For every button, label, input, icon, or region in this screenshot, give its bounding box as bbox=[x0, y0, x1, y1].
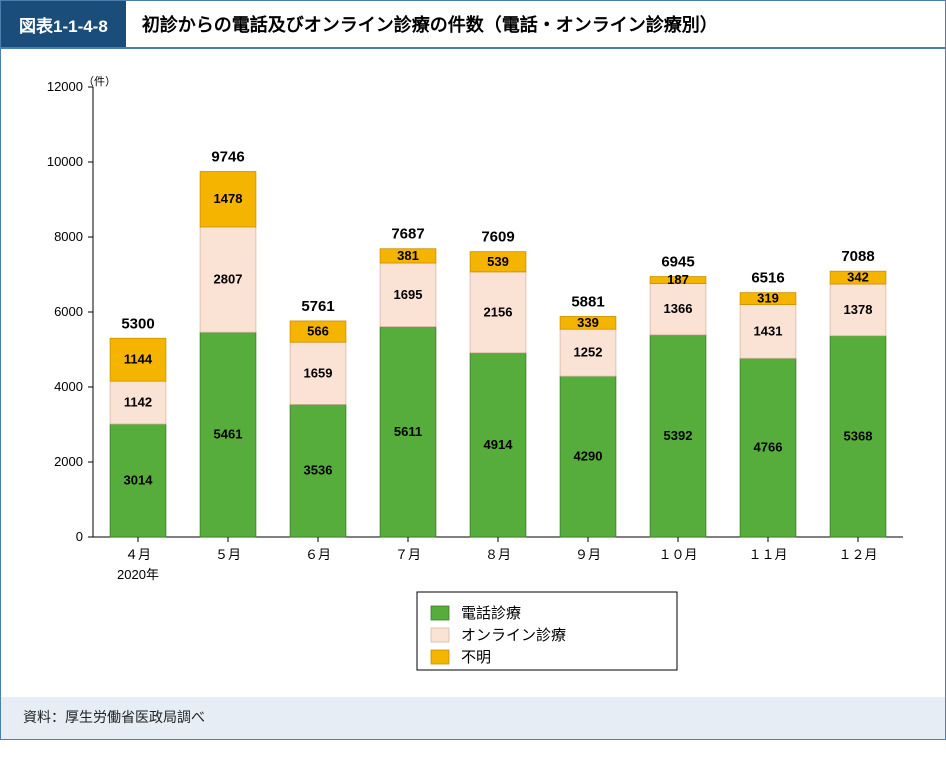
chart-area: 0 2000 4000 6000 8000 10000 12000（件） 3014 1142 11… bbox=[1, 49, 945, 697]
svg-text:1252: 1252 bbox=[574, 345, 603, 360]
svg-text:2807: 2807 bbox=[214, 272, 243, 287]
svg-text:1142: 1142 bbox=[124, 395, 152, 410]
svg-text:1695: 1695 bbox=[394, 287, 423, 302]
svg-text:（件）: （件） bbox=[83, 75, 116, 88]
svg-text:８月: ８月 bbox=[485, 547, 511, 562]
svg-text:566: 566 bbox=[307, 324, 329, 339]
svg-text:９月: ９月 bbox=[575, 547, 601, 562]
svg-text:4000: 4000 bbox=[54, 379, 83, 394]
svg-text:12000: 12000 bbox=[47, 79, 83, 94]
svg-text:381: 381 bbox=[397, 248, 419, 263]
figure-title: 初診からの電話及びオンライン診療の件数（電話・オンライン診療別） bbox=[126, 1, 945, 47]
svg-text:3536: 3536 bbox=[304, 463, 333, 478]
stacked-bar-chart: 0 2000 4000 6000 8000 10000 12000（件） 3014 1142 11… bbox=[23, 67, 923, 687]
svg-text:電話診療: 電話診療 bbox=[461, 605, 521, 622]
figure-container: 図表1-1-4-8 初診からの電話及びオンライン診療の件数（電話・オンライン診療… bbox=[0, 0, 946, 740]
svg-text:7088: 7088 bbox=[841, 248, 874, 265]
svg-text:10000: 10000 bbox=[47, 154, 83, 169]
svg-text:2156: 2156 bbox=[484, 304, 513, 319]
svg-text:１０月: １０月 bbox=[658, 547, 697, 562]
svg-text:不明: 不明 bbox=[461, 649, 491, 666]
svg-text:3014: 3014 bbox=[124, 472, 154, 487]
svg-text:5368: 5368 bbox=[844, 428, 873, 443]
svg-text:7687: 7687 bbox=[391, 226, 424, 243]
svg-text:7609: 7609 bbox=[481, 229, 514, 246]
svg-text:1366: 1366 bbox=[664, 301, 693, 316]
svg-text:オンライン診療: オンライン診療 bbox=[461, 627, 566, 644]
svg-text:5611: 5611 bbox=[394, 424, 422, 439]
svg-text:4290: 4290 bbox=[574, 449, 603, 464]
svg-text:187: 187 bbox=[667, 272, 689, 287]
svg-text:319: 319 bbox=[757, 291, 779, 306]
svg-text:5300: 5300 bbox=[121, 315, 154, 332]
svg-text:539: 539 bbox=[487, 254, 509, 269]
svg-text:5881: 5881 bbox=[571, 293, 604, 310]
svg-text:339: 339 bbox=[577, 315, 599, 330]
svg-text:1478: 1478 bbox=[214, 191, 243, 206]
svg-text:342: 342 bbox=[847, 270, 869, 285]
svg-text:5392: 5392 bbox=[664, 428, 693, 443]
svg-text:9746: 9746 bbox=[211, 149, 244, 166]
svg-text:2020年: 2020年 bbox=[117, 567, 159, 582]
svg-text:６月: ６月 bbox=[305, 547, 331, 562]
svg-text:6945: 6945 bbox=[661, 254, 694, 271]
svg-text:1659: 1659 bbox=[304, 365, 333, 380]
svg-text:4914: 4914 bbox=[484, 437, 514, 452]
svg-text:１１月: １１月 bbox=[748, 547, 787, 562]
figure-number-badge: 図表1-1-4-8 bbox=[1, 1, 126, 47]
svg-text:5461: 5461 bbox=[214, 427, 243, 442]
svg-text:5761: 5761 bbox=[301, 298, 334, 315]
svg-text:1144: 1144 bbox=[124, 352, 153, 367]
svg-text:6516: 6516 bbox=[751, 270, 784, 287]
svg-text:４月: ４月 bbox=[125, 547, 151, 562]
figure-source: 資料：厚生労働省医政局調べ bbox=[1, 697, 945, 739]
svg-text:2000: 2000 bbox=[54, 454, 83, 469]
svg-text:4766: 4766 bbox=[754, 440, 783, 455]
svg-text:6000: 6000 bbox=[54, 304, 83, 319]
svg-text:５月: ５月 bbox=[215, 547, 241, 562]
svg-text:1431: 1431 bbox=[754, 323, 783, 338]
figure-header: 図表1-1-4-8 初診からの電話及びオンライン診療の件数（電話・オンライン診療… bbox=[1, 1, 945, 49]
svg-text:７月: ７月 bbox=[395, 547, 421, 562]
svg-text:１２月: １２月 bbox=[838, 547, 877, 562]
svg-text:1378: 1378 bbox=[844, 302, 873, 317]
svg-text:8000: 8000 bbox=[54, 229, 83, 244]
svg-text:0: 0 bbox=[76, 529, 83, 544]
